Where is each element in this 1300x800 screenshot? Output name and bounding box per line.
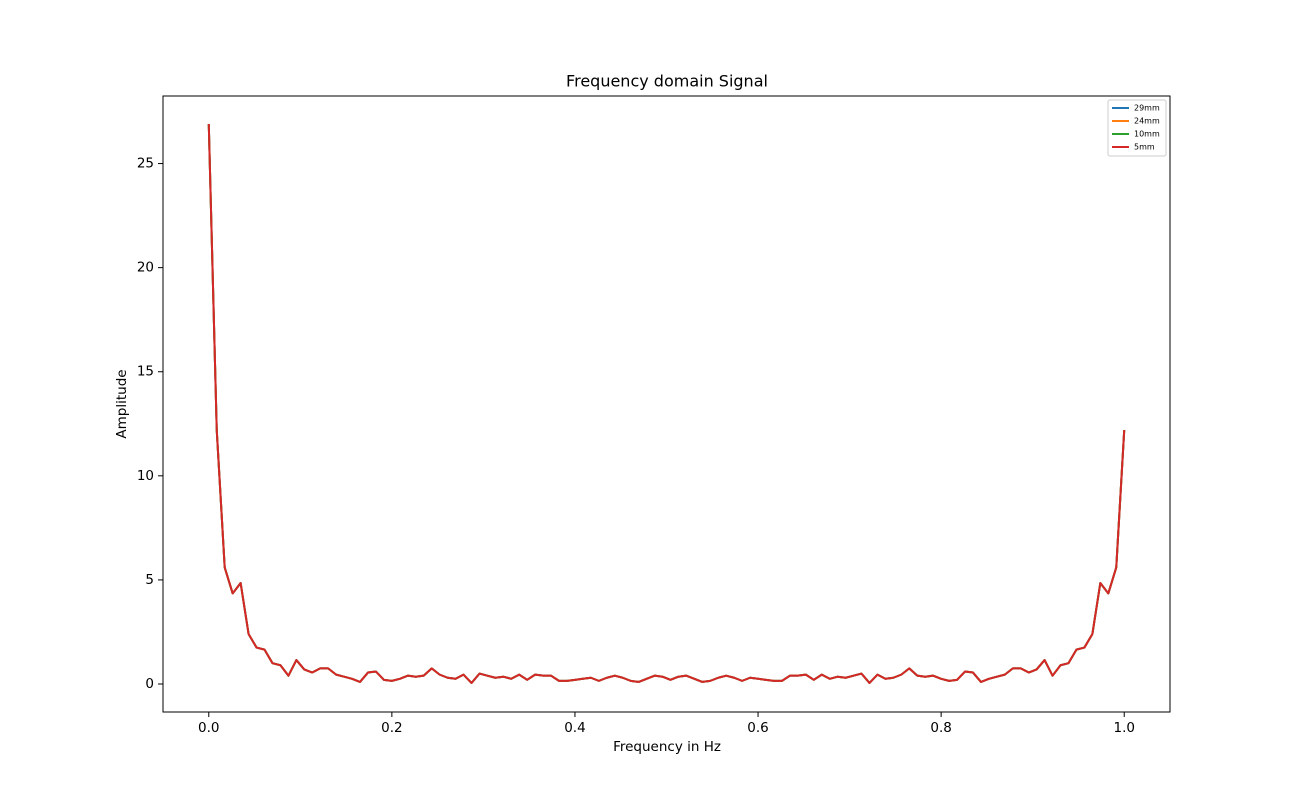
x-tick-label: 0.4 bbox=[564, 720, 585, 736]
y-tick-label: 15 bbox=[137, 364, 154, 380]
chart-title: Frequency domain Signal bbox=[566, 72, 768, 91]
legend-label: 5mm bbox=[1134, 143, 1155, 152]
plot-frame bbox=[162, 95, 1171, 713]
x-tick-label: 1.0 bbox=[1113, 720, 1134, 736]
x-tick-label: 0.2 bbox=[381, 720, 402, 736]
y-tick-label: 5 bbox=[145, 572, 154, 588]
legend-label: 10mm bbox=[1134, 130, 1160, 139]
legend-label: 29mm bbox=[1134, 104, 1160, 113]
x-tick-label: 0.8 bbox=[930, 720, 951, 736]
y-axis-label: Amplitude bbox=[114, 369, 130, 438]
legend-box bbox=[1107, 99, 1167, 157]
y-tick-label: 0 bbox=[145, 676, 154, 692]
y-tick-label: 10 bbox=[137, 468, 154, 484]
legend-label: 24mm bbox=[1134, 117, 1160, 126]
x-axis-label: Frequency in Hz bbox=[613, 739, 721, 755]
x-tick-label: 0.6 bbox=[747, 720, 768, 736]
y-tick-label: 25 bbox=[137, 156, 154, 172]
series-line bbox=[207, 123, 1126, 684]
x-tick-label: 0.0 bbox=[198, 720, 219, 736]
y-tick-label: 20 bbox=[137, 260, 154, 276]
